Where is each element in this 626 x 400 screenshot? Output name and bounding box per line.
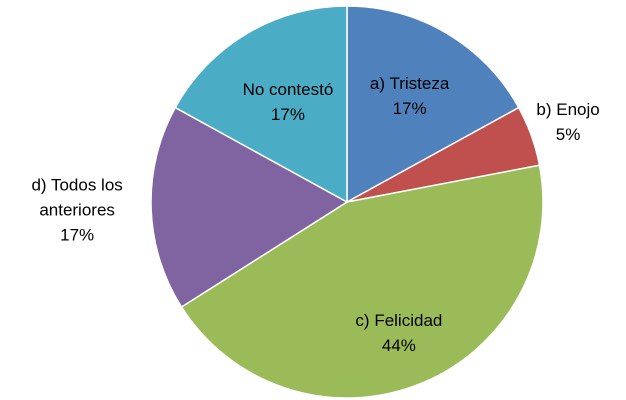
pie-slice [174,5,348,204]
pie-slice [150,106,349,309]
value-label: 17% [270,105,305,125]
slice-label: No contestó 17% [243,77,334,127]
slice-label: b) Enojo 5% [536,97,599,147]
value-label: 44% [381,336,416,356]
value-label: 17% [60,225,95,245]
slice-label: d) Todos los anteriores 17% [7,173,147,248]
category-label: d) Todos los anteriores [31,175,123,220]
pie-slice [346,5,520,204]
category-label: No contestó [242,80,334,100]
value-label: 17% [392,99,427,119]
slice-label: c) Felicidad 44% [355,308,442,358]
pie-slice [180,164,544,399]
slice-label: a) Tristeza 17% [370,71,449,121]
value-label: 5% [555,125,581,145]
category-label: b) Enojo [536,100,600,120]
category-label: c) Felicidad [355,311,443,331]
category-label: a) Tristeza [369,74,450,94]
